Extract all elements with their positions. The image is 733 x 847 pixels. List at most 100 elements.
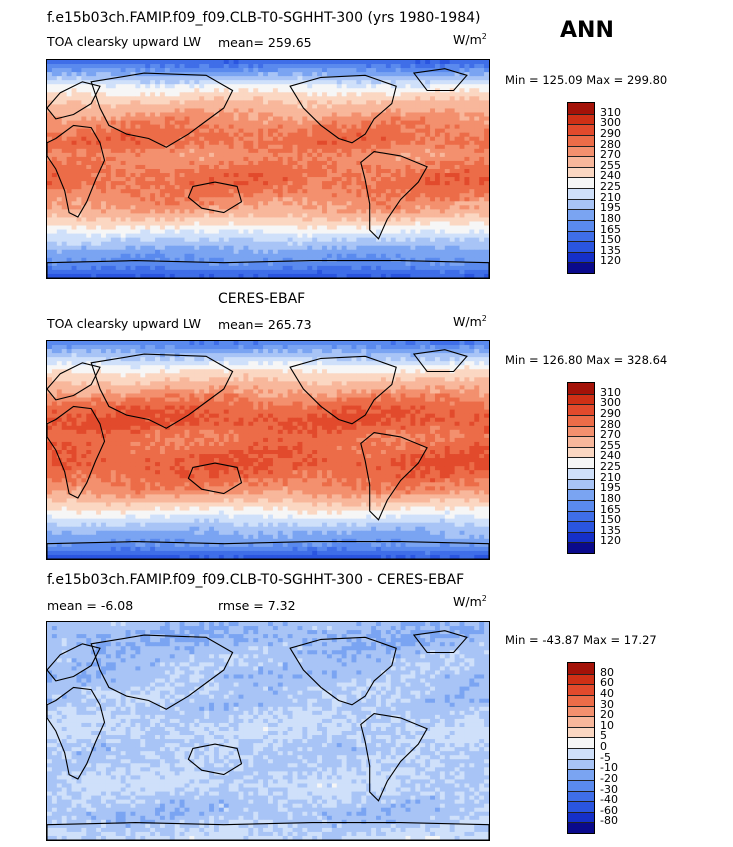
map-cell xyxy=(410,269,416,275)
map-cell xyxy=(277,269,284,275)
map-cell xyxy=(66,173,72,178)
map-cell xyxy=(199,72,205,77)
map-cell xyxy=(66,233,72,239)
map-cell xyxy=(464,253,470,259)
map-cell xyxy=(47,88,53,93)
map-cell xyxy=(415,148,421,154)
map-cell xyxy=(469,197,475,202)
map-cell xyxy=(66,181,72,186)
map-cell xyxy=(292,144,298,150)
map-cell xyxy=(272,233,279,239)
map-cell xyxy=(449,64,456,69)
map-cell xyxy=(204,104,210,109)
map-cell xyxy=(243,209,249,214)
map-cell xyxy=(140,181,146,186)
map-cell xyxy=(184,112,190,117)
map-cell xyxy=(307,237,313,243)
map-cell xyxy=(56,213,63,218)
map-cell xyxy=(341,341,347,346)
map-cell xyxy=(385,249,392,255)
map-cell xyxy=(385,112,392,117)
map-cell xyxy=(464,64,470,69)
map-cell xyxy=(380,201,387,206)
map-cell xyxy=(454,148,460,154)
map-cell xyxy=(459,80,465,85)
map-cell xyxy=(484,221,489,226)
map-cell xyxy=(130,197,136,202)
map-cell xyxy=(115,261,122,267)
map-cell xyxy=(420,120,426,125)
map-cell xyxy=(91,273,97,278)
map-cell xyxy=(228,120,235,125)
map-cell xyxy=(425,124,431,130)
map-cell xyxy=(56,104,63,109)
map-cell xyxy=(292,185,298,190)
map-cell xyxy=(272,60,279,65)
map-cell xyxy=(390,189,397,194)
map-cell xyxy=(96,205,102,210)
map-cell xyxy=(115,253,122,259)
map-cell xyxy=(282,237,289,243)
map-cell xyxy=(145,80,151,85)
map-cell xyxy=(371,88,377,93)
map-cell xyxy=(86,164,92,170)
map-cell xyxy=(110,249,117,255)
map-cell xyxy=(366,249,372,255)
map-cell xyxy=(115,100,122,105)
map-cell xyxy=(174,80,180,85)
colorbar-swatch xyxy=(568,251,594,263)
map-cell xyxy=(312,201,318,206)
map-cell xyxy=(312,156,318,162)
map-cell xyxy=(322,120,328,125)
map-cell xyxy=(434,189,441,194)
map-cell xyxy=(292,261,298,267)
map-cell xyxy=(474,100,480,105)
map-cell xyxy=(385,261,392,267)
map-cell xyxy=(371,132,377,138)
map-cell xyxy=(336,80,343,85)
map-cell xyxy=(415,233,421,239)
map-cell xyxy=(61,128,68,134)
map-cell xyxy=(380,164,387,170)
map-cell xyxy=(395,341,401,346)
map-cell xyxy=(209,140,215,146)
map-cell xyxy=(434,152,441,158)
map-cell xyxy=(81,169,87,174)
map-cell xyxy=(263,80,269,85)
map-cell xyxy=(76,68,82,73)
map-cell xyxy=(145,100,151,105)
map-cell xyxy=(130,124,136,130)
map-cell xyxy=(130,108,136,113)
map-cell xyxy=(150,185,156,190)
map-cell xyxy=(459,96,465,101)
map-cell xyxy=(410,197,416,202)
map-cell xyxy=(469,245,475,251)
map-cell xyxy=(380,265,387,271)
map-cell xyxy=(218,76,225,81)
map-cell xyxy=(71,144,77,150)
map-cell xyxy=(51,193,58,198)
map-cell xyxy=(484,128,489,134)
map-cell xyxy=(449,241,456,247)
map-cell xyxy=(346,197,352,202)
map-cell xyxy=(199,197,205,202)
map-cell xyxy=(405,221,411,226)
map-cell xyxy=(459,169,465,174)
map-cell xyxy=(326,177,333,182)
map-cell xyxy=(410,148,416,154)
map-cell xyxy=(346,229,352,234)
map-cell xyxy=(56,249,63,255)
map-cell xyxy=(322,164,328,170)
map-cell xyxy=(209,68,215,73)
map-cell xyxy=(76,76,82,81)
map-cell xyxy=(351,261,357,267)
map-cell xyxy=(189,225,195,230)
map-cell xyxy=(199,213,205,218)
map-cell xyxy=(96,209,102,214)
map-cell xyxy=(130,144,136,150)
map-cell xyxy=(434,100,441,105)
map-cell xyxy=(56,245,63,251)
map-cell xyxy=(346,209,352,214)
map-cell xyxy=(213,241,220,247)
map-cell xyxy=(430,152,436,158)
